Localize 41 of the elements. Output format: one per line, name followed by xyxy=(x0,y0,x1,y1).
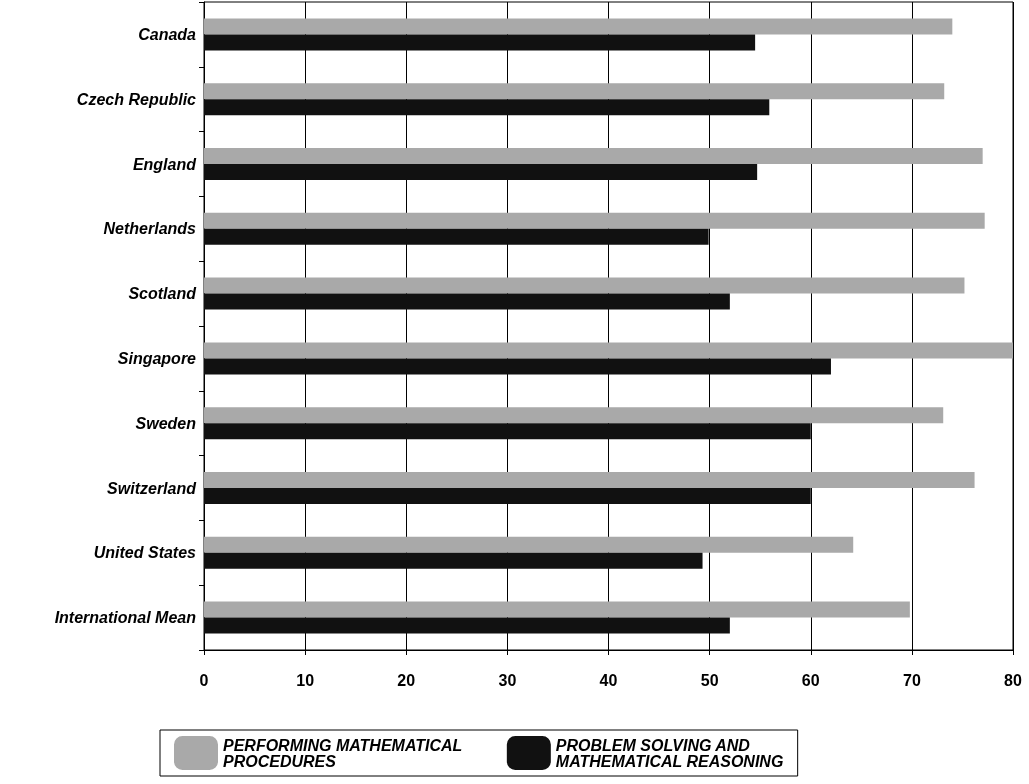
bar xyxy=(204,342,1013,359)
bar xyxy=(204,358,831,375)
legend-label: PERFORMING MATHEMATICAL PROCEDURES xyxy=(223,736,467,770)
bar xyxy=(204,148,983,164)
y-tick-label: United States xyxy=(93,544,197,562)
bar xyxy=(204,18,953,35)
x-tick-label: 70 xyxy=(902,671,921,689)
bar xyxy=(204,601,910,618)
bar xyxy=(204,293,730,310)
y-tick-label: Switzerland xyxy=(107,479,198,497)
y-tick-label: Canada xyxy=(138,25,197,43)
bar xyxy=(204,34,756,51)
bar xyxy=(204,212,985,229)
y-tick-label: Czech Republic xyxy=(76,90,197,108)
x-tick-label: 80 xyxy=(1004,671,1022,689)
x-tick-label: 50 xyxy=(700,671,719,689)
y-tick-label: Singapore xyxy=(117,349,197,367)
x-tick-label: 60 xyxy=(801,671,820,689)
bar xyxy=(204,488,811,504)
x-tick-label: 20 xyxy=(397,671,416,689)
bar xyxy=(204,423,811,440)
x-tick-label: 0 xyxy=(199,671,209,689)
bar xyxy=(204,407,944,424)
bar xyxy=(204,228,709,245)
bar xyxy=(204,83,945,100)
x-tick-label: 40 xyxy=(599,671,618,689)
y-tick-label: Netherlands xyxy=(103,220,197,238)
bar xyxy=(204,552,703,569)
bar xyxy=(204,536,854,553)
x-tick-label: 30 xyxy=(498,671,517,689)
x-tick-label: 10 xyxy=(296,671,315,689)
bar xyxy=(204,472,975,488)
bar xyxy=(204,617,730,634)
y-tick-label: International Mean xyxy=(54,609,197,627)
legend-label: PROBLEM SOLVING AND MATHEMATICAL REASONING xyxy=(555,736,784,770)
bar xyxy=(204,99,770,116)
y-tick-label: Scotland xyxy=(128,285,198,303)
y-tick-label: England xyxy=(132,155,198,173)
bar xyxy=(204,164,758,180)
bar xyxy=(204,277,965,294)
y-tick-label: Sweden xyxy=(135,414,197,432)
